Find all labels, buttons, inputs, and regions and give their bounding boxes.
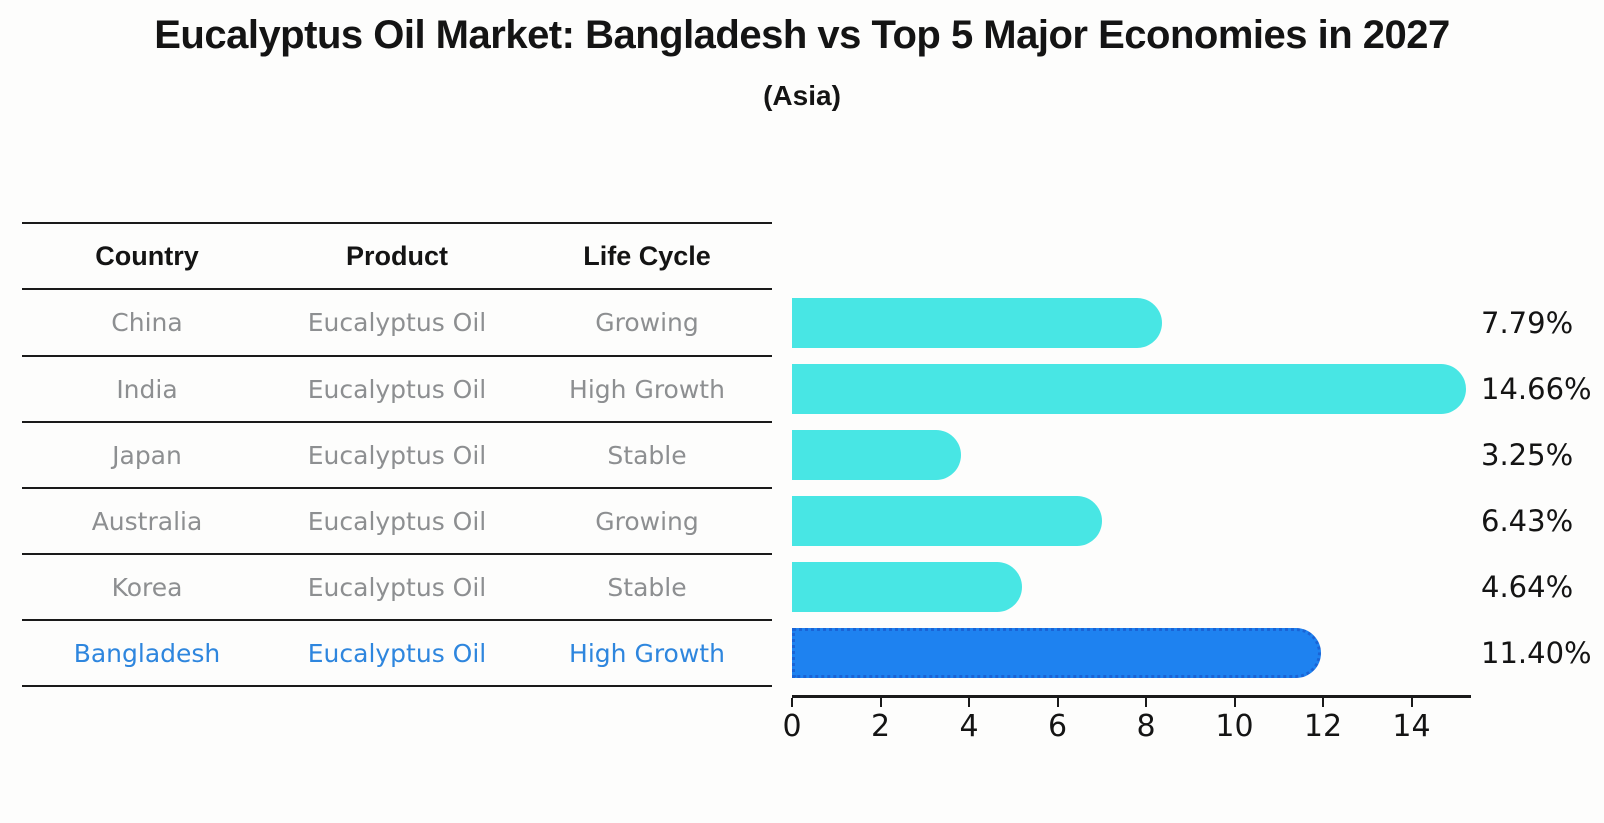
table-rule [22, 619, 772, 621]
x-tick-label: 2 [870, 709, 891, 744]
table-rule [22, 553, 772, 555]
x-tick-label: 10 [1215, 709, 1254, 744]
bar-korea [792, 562, 1023, 612]
bar-value-label-china: 7.79% [1481, 305, 1574, 340]
table-cell-life-cycle: High Growth [569, 638, 725, 668]
table-cell-country: Bangladesh [73, 638, 221, 668]
table-header-row: Country Product Life Cycle [22, 223, 772, 289]
table-header-product: Product [345, 240, 448, 271]
table-row: India Eucalyptus Oil High Growth [22, 356, 772, 422]
x-tick-mark [1145, 698, 1147, 707]
x-tick-label: 0 [782, 709, 802, 744]
table-header-life-cycle: Life Cycle [583, 240, 711, 271]
x-tick-mark [1233, 698, 1236, 707]
x-tick-label: 4 [959, 709, 979, 744]
bar-value-label-korea: 4.64% [1481, 570, 1574, 604]
table-cell-product: Eucalyptus Oil [307, 506, 487, 536]
table-cell-product: Eucalyptus Oil [307, 374, 487, 404]
table-cell-country: India [116, 374, 178, 404]
bar-japan [792, 430, 961, 480]
bar-australia [792, 496, 1102, 546]
bar-value-label-japan: 3.25% [1481, 438, 1574, 472]
table-rule [22, 355, 772, 357]
table-rule [22, 288, 772, 290]
x-tick-mark [791, 698, 793, 707]
bar-bangladesh [792, 628, 1322, 678]
x-tick-label: 6 [1047, 709, 1068, 744]
table-cell-country: China [111, 307, 183, 337]
table-cell-country: Korea [111, 572, 183, 602]
table-cell-life-cycle: Stable [607, 572, 687, 602]
table-cell-country: Japan [112, 440, 182, 470]
bar-value-label-bangladesh: 11.40% [1481, 636, 1592, 670]
table-row: Bangladesh Eucalyptus Oil High Growth [22, 620, 772, 686]
table-row: Korea Eucalyptus Oil Stable [22, 554, 772, 620]
table-cell-product: Eucalyptus Oil [307, 638, 487, 668]
x-tick-mark [1410, 698, 1413, 707]
table-row: Australia Eucalyptus Oil Growing [22, 488, 772, 554]
table-cell-product: Eucalyptus Oil [307, 440, 487, 470]
chart-subtitle: (Asia) [763, 80, 841, 111]
x-tick-label: 12 [1303, 709, 1343, 744]
x-tick-mark [879, 698, 882, 707]
table-cell-product: Eucalyptus Oil [307, 572, 487, 602]
x-tick-label: 14 [1392, 709, 1431, 744]
table-cell-country: Australia [91, 506, 203, 536]
x-tick-mark [968, 698, 970, 707]
x-axis-line [792, 695, 1471, 698]
table-rule [22, 487, 772, 489]
table-rule [22, 222, 772, 224]
table-row: China Eucalyptus Oil Growing [22, 289, 772, 355]
table-cell-product: Eucalyptus Oil [307, 307, 487, 337]
table-cell-life-cycle: Stable [607, 440, 687, 470]
x-tick-label: 8 [1136, 709, 1156, 744]
bar-value-label-australia: 6.43% [1481, 504, 1574, 538]
bar-value-label-india: 14.66% [1481, 372, 1592, 406]
bar-china [792, 297, 1162, 348]
x-tick-mark [1322, 698, 1324, 707]
x-tick-mark [1056, 698, 1059, 707]
table-cell-life-cycle: High Growth [569, 374, 725, 404]
bar-india [792, 364, 1466, 414]
table-rule [22, 421, 772, 423]
table-header-country: Country [95, 240, 199, 271]
table-cell-life-cycle: Growing [595, 307, 699, 337]
table-rule [22, 685, 772, 687]
table-cell-life-cycle: Growing [595, 506, 699, 536]
chart-title: Eucalyptus Oil Market: Bangladesh vs Top… [154, 13, 1450, 57]
table-row: Japan Eucalyptus Oil Stable [22, 422, 772, 488]
